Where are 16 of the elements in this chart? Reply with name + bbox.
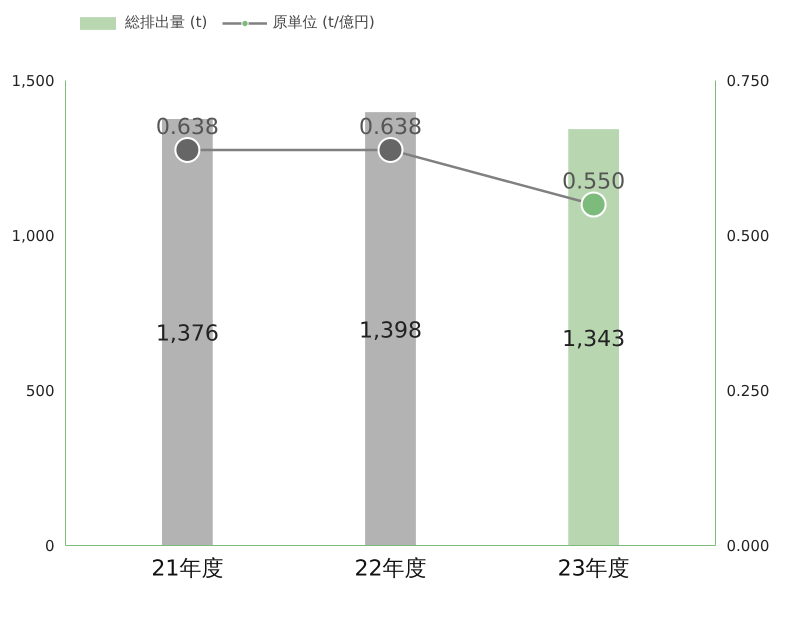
y2-tick-label: 0.500 (726, 227, 770, 245)
y-tick-label: 1,000 (12, 227, 55, 245)
legend-label: 原単位 (t/億円) (272, 13, 375, 32)
y-tick-label: 1,500 (12, 72, 55, 90)
x-tick-label: 22年度 (354, 556, 427, 582)
y-tick-label: 500 (26, 382, 55, 400)
x-tick-label: 23年度 (558, 556, 630, 582)
y-tick-label: 0 (44, 537, 55, 555)
x-tick-label: 21年度 (151, 556, 224, 582)
data-label: 1,376 (156, 322, 219, 347)
y2-tick-label: 0.750 (726, 72, 770, 90)
data-label: 1,343 (562, 326, 626, 352)
y2-tick-label: 0.000 (726, 537, 770, 555)
data-label: 1,398 (359, 318, 422, 344)
legend-label: 総排出量 (t) (125, 13, 208, 32)
y2-tick-label: 0.250 (726, 382, 770, 400)
